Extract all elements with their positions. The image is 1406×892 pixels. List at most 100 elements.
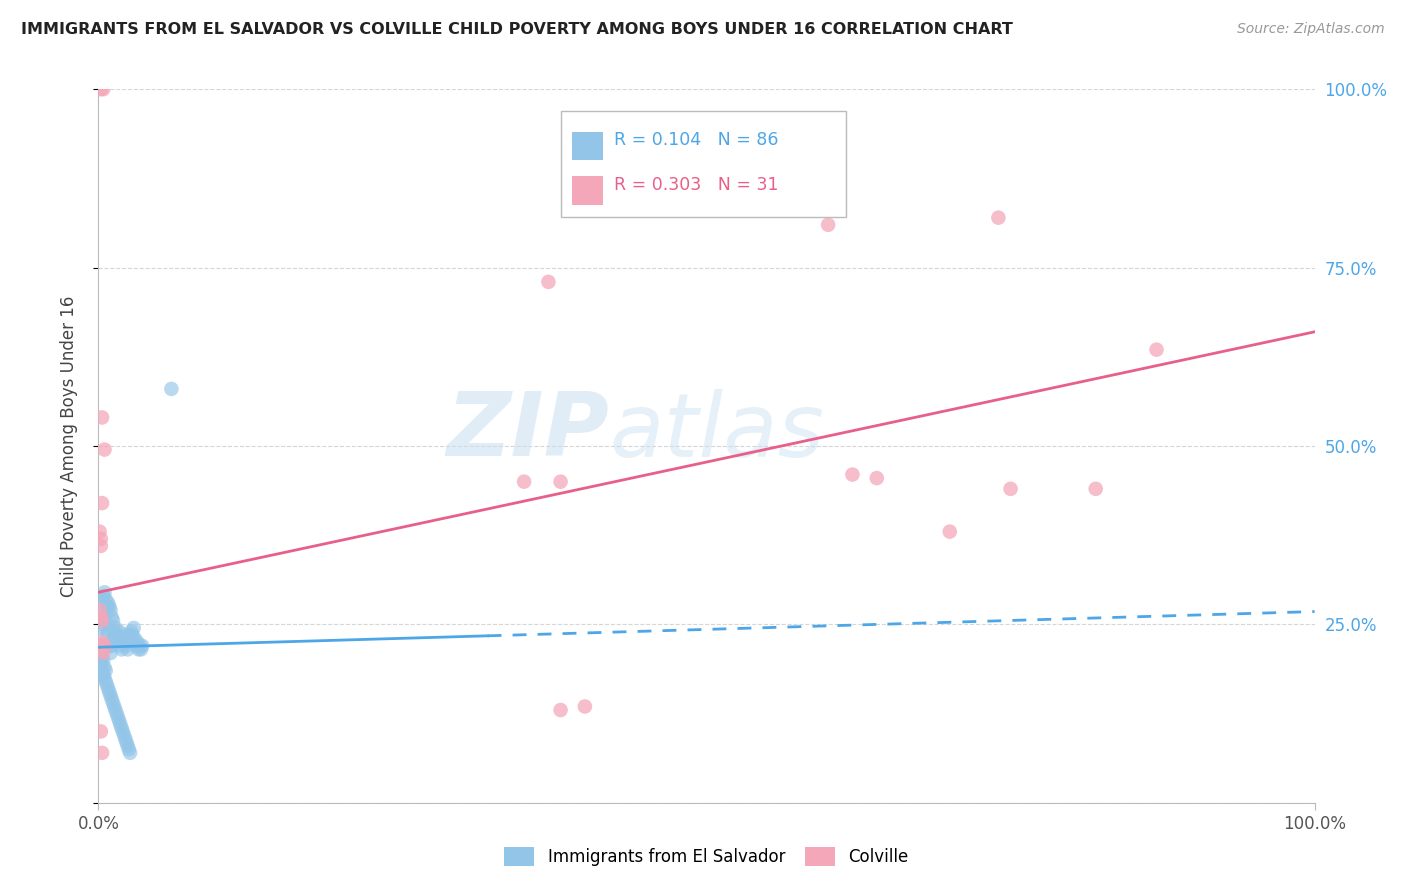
Point xyxy=(91,746,114,760)
Point xyxy=(94,614,117,628)
Point xyxy=(90,639,112,653)
Point xyxy=(93,603,115,617)
Point xyxy=(125,639,148,653)
Point xyxy=(537,275,560,289)
Point xyxy=(94,674,117,689)
Point xyxy=(104,621,127,635)
Text: Source: ZipAtlas.com: Source: ZipAtlas.com xyxy=(1237,22,1385,37)
Point xyxy=(118,742,141,756)
Point xyxy=(118,635,141,649)
Point xyxy=(89,642,111,657)
Point xyxy=(1000,482,1022,496)
Point xyxy=(91,635,114,649)
Point xyxy=(93,660,115,674)
Point xyxy=(90,82,112,96)
Point xyxy=(96,599,118,614)
Point xyxy=(91,496,114,510)
Point xyxy=(91,589,114,603)
Point xyxy=(89,639,111,653)
Point xyxy=(108,624,131,639)
Point xyxy=(93,671,115,685)
Point xyxy=(105,706,128,721)
Point xyxy=(550,703,572,717)
Point xyxy=(91,592,114,607)
Point xyxy=(101,610,124,624)
Point xyxy=(90,657,112,671)
Point xyxy=(97,596,120,610)
Point xyxy=(98,685,121,699)
Point xyxy=(93,442,115,457)
Point xyxy=(127,635,149,649)
Point xyxy=(114,628,136,642)
Point xyxy=(112,728,135,742)
Point xyxy=(124,632,146,646)
Point xyxy=(90,646,112,660)
Point xyxy=(122,621,145,635)
Point xyxy=(90,667,112,681)
Text: ZIP: ZIP xyxy=(447,388,609,475)
Point xyxy=(1084,482,1107,496)
Point xyxy=(91,614,114,628)
Point xyxy=(90,657,112,671)
Point xyxy=(118,746,141,760)
Point xyxy=(104,703,127,717)
Point xyxy=(94,664,117,678)
Point xyxy=(115,639,138,653)
Point xyxy=(89,524,111,539)
Point xyxy=(90,642,112,657)
Point xyxy=(817,218,839,232)
Point xyxy=(1146,343,1168,357)
Point xyxy=(98,599,121,614)
Point xyxy=(90,621,112,635)
Point xyxy=(107,710,129,724)
Point xyxy=(118,628,141,642)
Point xyxy=(91,617,114,632)
Point xyxy=(110,642,132,657)
Text: atlas: atlas xyxy=(609,389,824,475)
Point xyxy=(128,639,150,653)
Point xyxy=(90,653,112,667)
Point xyxy=(101,692,124,706)
Point xyxy=(103,624,125,639)
Point xyxy=(91,410,114,425)
Point xyxy=(841,467,863,482)
Point xyxy=(97,681,120,696)
Point xyxy=(101,639,124,653)
Point xyxy=(117,642,139,657)
Point xyxy=(117,739,139,753)
Point xyxy=(90,724,112,739)
Y-axis label: Child Poverty Among Boys Under 16: Child Poverty Among Boys Under 16 xyxy=(59,295,77,597)
Point xyxy=(89,653,111,667)
Point xyxy=(91,82,114,96)
Point xyxy=(160,382,183,396)
Point xyxy=(574,699,596,714)
Point xyxy=(131,639,153,653)
Point xyxy=(111,632,134,646)
Point xyxy=(103,699,125,714)
Point xyxy=(90,639,112,653)
Point xyxy=(94,592,117,607)
Point xyxy=(100,689,122,703)
Point xyxy=(91,646,114,660)
Point xyxy=(96,628,118,642)
Text: R = 0.104   N = 86: R = 0.104 N = 86 xyxy=(614,131,779,149)
Point xyxy=(97,624,120,639)
Point xyxy=(96,678,118,692)
Point xyxy=(513,475,536,489)
Point xyxy=(93,585,115,599)
Point xyxy=(987,211,1010,225)
Point xyxy=(939,524,962,539)
Point xyxy=(91,667,114,681)
Point xyxy=(120,624,142,639)
Point xyxy=(91,653,114,667)
Point xyxy=(89,642,111,657)
Point xyxy=(101,696,124,710)
Point xyxy=(866,471,889,485)
Text: R = 0.303   N = 31: R = 0.303 N = 31 xyxy=(614,176,779,194)
Point xyxy=(111,724,134,739)
Point xyxy=(108,714,131,728)
Point xyxy=(114,731,136,746)
Point xyxy=(100,646,122,660)
Point xyxy=(90,610,112,624)
Point xyxy=(90,539,112,553)
